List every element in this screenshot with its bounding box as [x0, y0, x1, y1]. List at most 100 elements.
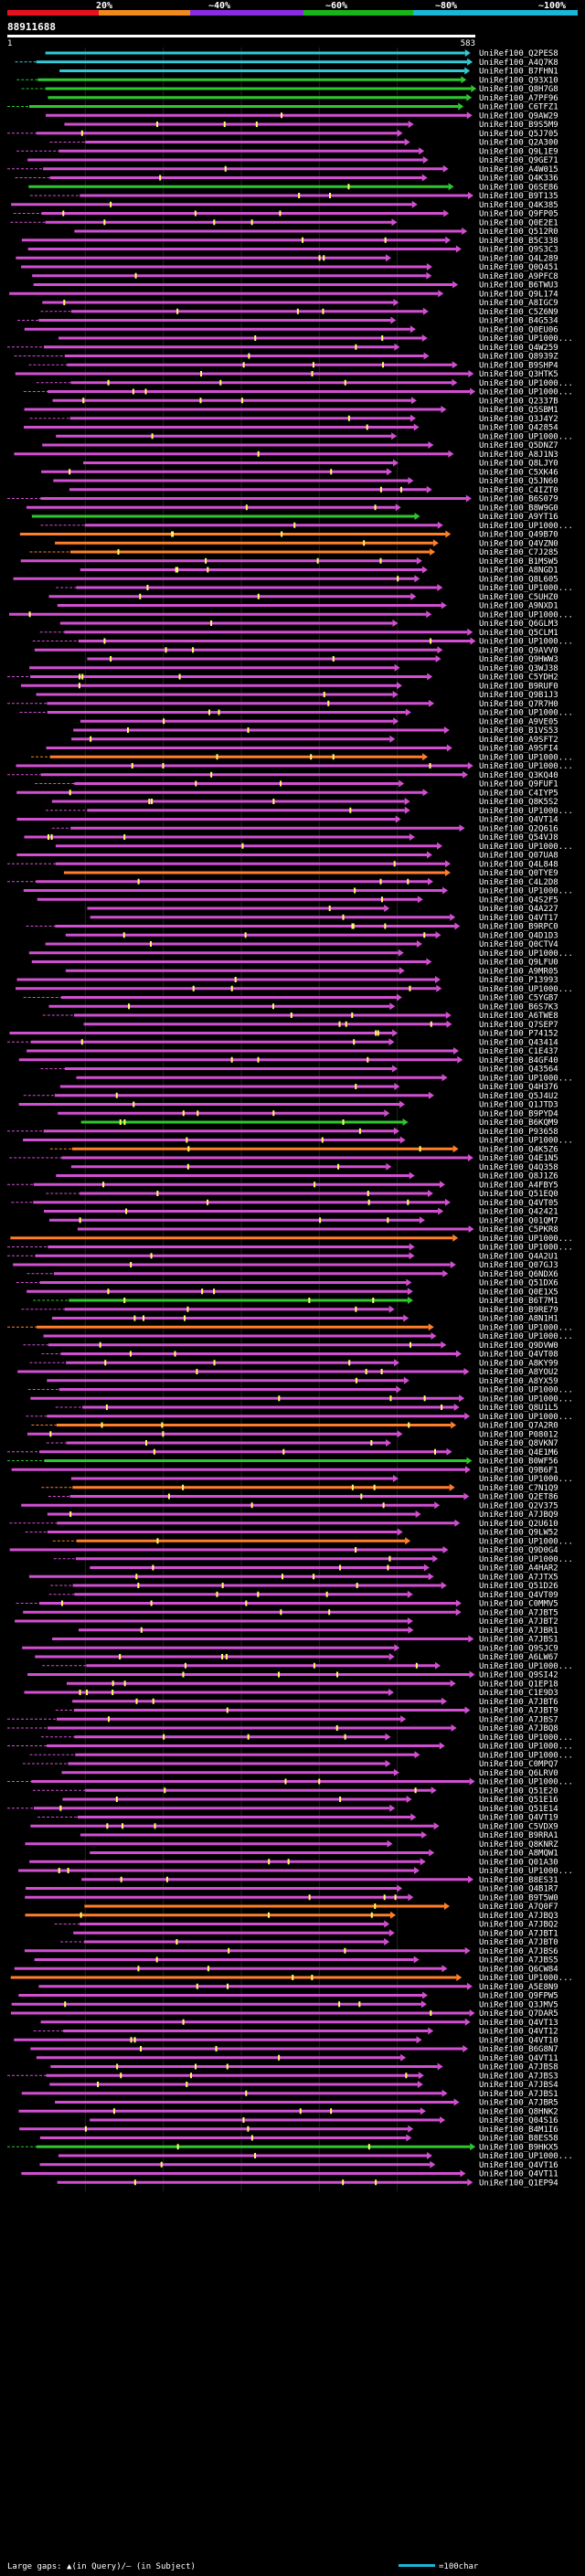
hit-row[interactable]: UniRef100_B9RE79: [21, 1305, 558, 1315]
hit-bar[interactable]: [22, 1646, 395, 1649]
hit-label[interactable]: UniRef100_C7J285: [479, 548, 558, 557]
hit-row[interactable]: UniRef100_UP1000...: [7, 1323, 573, 1332]
hit-bar[interactable]: [21, 239, 446, 242]
hit-label[interactable]: UniRef100_Q4VT17: [479, 914, 558, 923]
hit-row[interactable]: UniRef100_A8NGD1: [80, 566, 558, 576]
hit-row[interactable]: UniRef100_Q4VT17: [90, 913, 558, 923]
hit-label[interactable]: UniRef100_Q07UA8: [479, 852, 558, 861]
hit-row[interactable]: UniRef100_Q7A2R0: [31, 1421, 558, 1431]
hit-row[interactable]: UniRef100_Q512R0: [74, 228, 558, 237]
hit-bar[interactable]: [60, 996, 397, 999]
hit-bar[interactable]: [11, 1468, 465, 1471]
hit-label[interactable]: UniRef100_Q0EU06: [479, 325, 558, 334]
hit-bar[interactable]: [48, 1004, 390, 1008]
hit-label[interactable]: UniRef100_Q0E2E1: [479, 218, 558, 228]
hit-bar[interactable]: [80, 719, 394, 723]
hit-row[interactable]: UniRef100_Q4K336: [15, 174, 558, 184]
hit-bar[interactable]: [28, 951, 399, 955]
hit-bar[interactable]: [28, 185, 449, 188]
hit-row[interactable]: UniRef100_Q9LFU0: [31, 958, 558, 968]
hit-label[interactable]: UniRef100_Q0CTV4: [479, 940, 558, 949]
hit-row[interactable]: UniRef100_Q9B6F1: [11, 1466, 558, 1475]
hit-bar[interactable]: [28, 1574, 429, 1578]
hit-label[interactable]: UniRef100_B9RE79: [479, 1306, 558, 1315]
hit-row[interactable]: UniRef100_Q2ET86: [48, 1492, 558, 1502]
hit-bar[interactable]: [43, 1129, 394, 1133]
hit-row[interactable]: UniRef100_A7JBQ9: [47, 1511, 558, 1520]
hit-bar[interactable]: [55, 541, 433, 545]
hit-label[interactable]: UniRef100_A9NXD1: [479, 602, 558, 611]
hit-label[interactable]: UniRef100_Q7SEP7: [479, 1021, 558, 1030]
hit-row[interactable]: UniRef100_Q9LW52: [25, 1528, 558, 1538]
hit-row[interactable]: UniRef100_B1MSW5: [20, 557, 558, 567]
hit-bar[interactable]: [80, 568, 422, 571]
hit-label[interactable]: UniRef100_Q0Q451: [479, 263, 558, 272]
hit-bar[interactable]: [77, 1227, 469, 1231]
hit-label[interactable]: UniRef100_Q2337B: [479, 397, 558, 406]
hit-label[interactable]: UniRef100_A8MQW1: [479, 1850, 558, 1859]
hit-row[interactable]: UniRef100_A7JBT0: [60, 1938, 558, 1947]
hit-bar[interactable]: [73, 1709, 465, 1712]
hit-label[interactable]: UniRef100_B6S079: [479, 495, 558, 504]
hit-bar[interactable]: [56, 1424, 452, 1426]
hit-row[interactable]: UniRef100_B0WF56: [7, 1457, 558, 1467]
hit-bar[interactable]: [19, 533, 446, 535]
hit-row[interactable]: UniRef100_Q6GLM3: [59, 620, 558, 629]
hit-label[interactable]: UniRef100_A6LW67: [479, 1653, 558, 1662]
hit-label[interactable]: UniRef100_Q4A2U1: [479, 1252, 558, 1261]
hit-row[interactable]: UniRef100_C7N1Q9: [41, 1483, 558, 1493]
hit-row[interactable]: UniRef100_Q5DNZ7: [42, 441, 558, 451]
hit-row[interactable]: UniRef100_Q43564: [40, 1065, 558, 1075]
hit-bar[interactable]: [74, 1735, 386, 1739]
hit-row[interactable]: UniRef100_UP1000...: [10, 1974, 573, 1983]
hit-row[interactable]: UniRef100_Q3KQ40: [7, 770, 558, 780]
hit-bar[interactable]: [40, 773, 463, 777]
hit-bar[interactable]: [90, 1566, 424, 1569]
hit-bar[interactable]: [55, 844, 438, 848]
hit-label[interactable]: UniRef100_UP1000...: [479, 638, 573, 647]
hit-label[interactable]: UniRef100_A7JBS1: [479, 2090, 558, 2099]
hit-bar[interactable]: [60, 1352, 456, 1355]
hit-label[interactable]: UniRef100_Q04S16: [479, 2116, 558, 2125]
hit-label[interactable]: UniRef100_UP1000...: [479, 1555, 573, 1564]
hit-label[interactable]: UniRef100_A9MR05: [479, 967, 558, 976]
hit-bar[interactable]: [67, 363, 452, 366]
hit-label[interactable]: UniRef100_A4HAR2: [479, 1564, 558, 1574]
hit-bar[interactable]: [46, 747, 447, 749]
hit-row[interactable]: UniRef100_Q4Q358: [70, 1162, 558, 1172]
hit-label[interactable]: UniRef100_Q6CW84: [479, 1965, 558, 1974]
hit-bar[interactable]: [57, 2180, 468, 2184]
hit-row[interactable]: UniRef100_Q4D1D3: [65, 931, 558, 940]
hit-bar[interactable]: [20, 684, 397, 687]
hit-label[interactable]: UniRef100_B9RPC0: [479, 923, 558, 932]
hit-bar[interactable]: [13, 1263, 451, 1267]
hit-label[interactable]: UniRef100_A7JBT1: [479, 1929, 558, 1938]
hit-row[interactable]: UniRef100_Q4VT08: [41, 1350, 558, 1360]
hit-label[interactable]: UniRef100_B5C338: [479, 237, 558, 246]
hit-label[interactable]: UniRef100_Q4VT19: [479, 1814, 558, 1823]
hit-row[interactable]: UniRef100_UP1000...: [52, 1537, 573, 1546]
hit-row[interactable]: UniRef100_C4L2D8: [7, 877, 558, 887]
hit-row[interactable]: UniRef100_Q0E2E1: [10, 218, 558, 228]
hit-row[interactable]: UniRef100_UP1000...: [56, 432, 573, 441]
hit-label[interactable]: UniRef100_B6G8N7: [479, 2045, 558, 2054]
hit-bar[interactable]: [53, 1272, 443, 1276]
hit-label[interactable]: UniRef100_C5YDH2: [479, 673, 558, 683]
hit-row[interactable]: UniRef100_Q9HWW3: [87, 655, 558, 664]
hit-label[interactable]: UniRef100_Q8K5S2: [479, 798, 558, 807]
hit-label[interactable]: UniRef100_Q0TYE9: [479, 869, 558, 878]
hit-row[interactable]: UniRef100_Q0TYE9: [63, 869, 558, 878]
hit-row[interactable]: UniRef100_Q8939Z: [14, 352, 559, 362]
hit-bar[interactable]: [14, 2038, 417, 2041]
hit-bar[interactable]: [63, 2030, 429, 2032]
hit-label[interactable]: UniRef100_UP1000...: [479, 1537, 573, 1546]
hit-label[interactable]: UniRef100_B1VS53: [479, 726, 558, 736]
hit-row[interactable]: UniRef100_A9MR05: [65, 967, 558, 976]
hit-row[interactable]: UniRef100_A7JBS4: [49, 2081, 558, 2090]
hit-row[interactable]: UniRef100_Q1JTD3: [18, 1100, 558, 1110]
hit-label[interactable]: UniRef100_A9VE05: [479, 717, 558, 726]
hit-label[interactable]: UniRef100_B9S5M9: [479, 121, 558, 130]
hit-bar[interactable]: [29, 1860, 420, 1863]
hit-bar[interactable]: [70, 1477, 393, 1480]
hit-bar[interactable]: [53, 479, 409, 482]
